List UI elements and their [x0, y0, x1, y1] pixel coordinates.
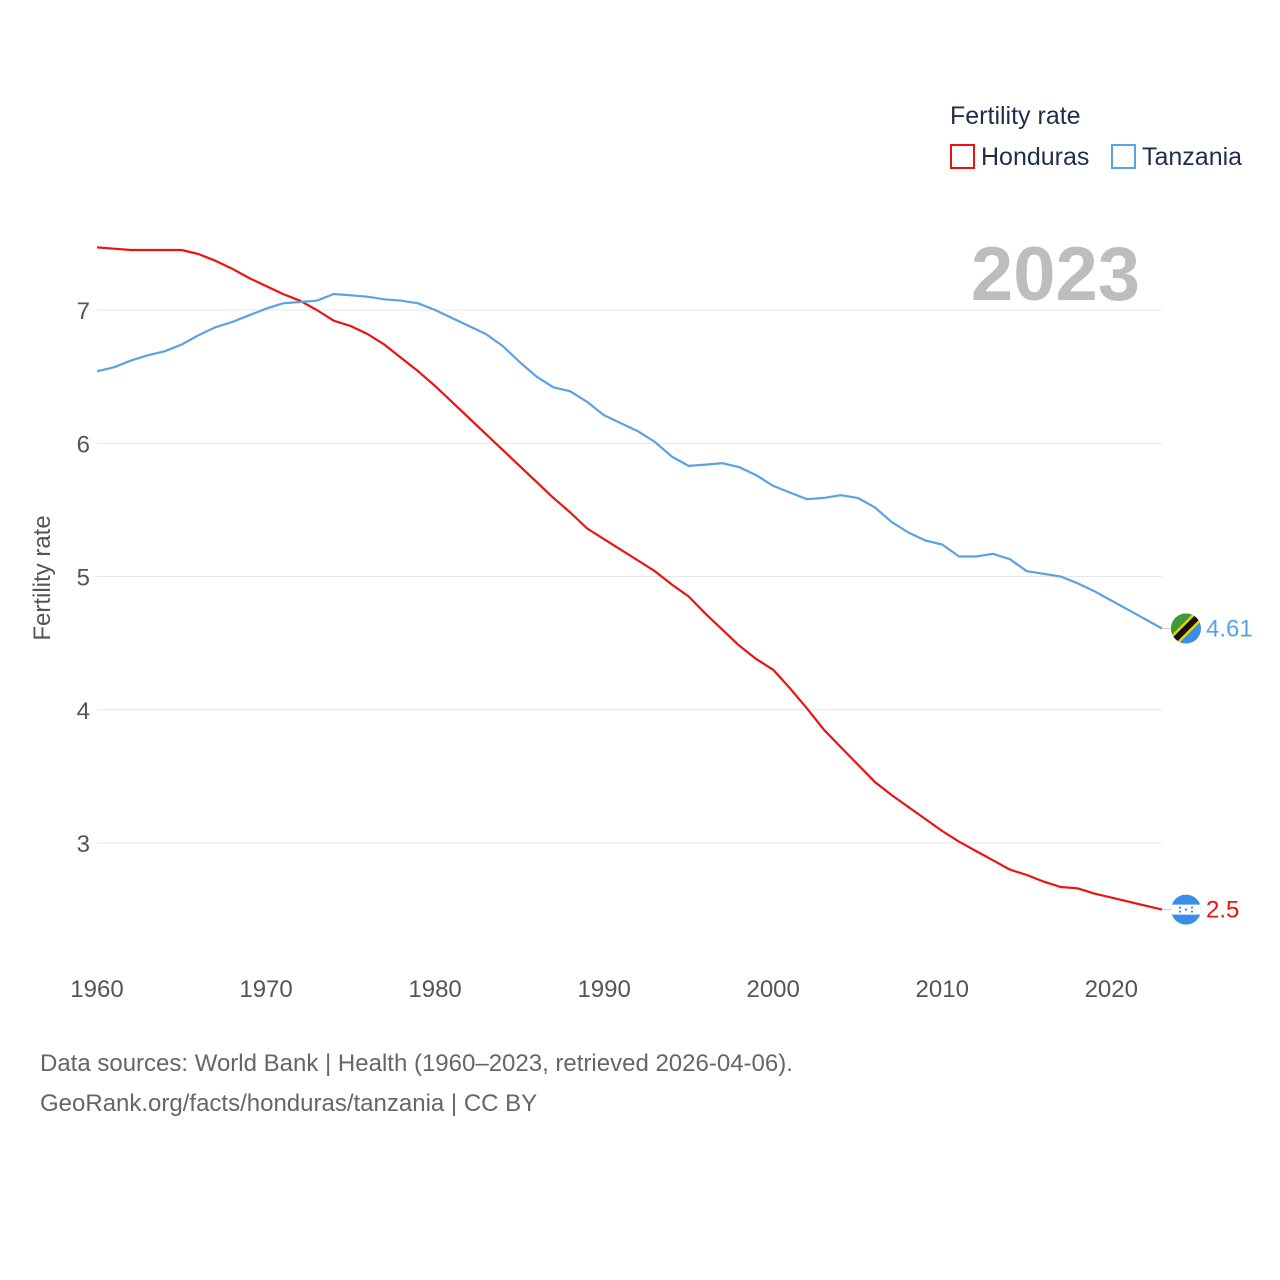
x-tick-label: 2000 — [746, 976, 799, 1003]
fertility-line-chart: 3 4 5 6 7 1960 1970 1980 1990 2000 2010 2020 Ferti… — [29, 102, 1253, 1003]
series-line-tanzania[interactable] — [96, 292, 1163, 630]
y-tick-label: 4 — [77, 698, 90, 725]
x-tick-label: 2020 — [1085, 976, 1138, 1003]
x-tick-label: 1990 — [577, 976, 630, 1003]
honduras-end-value: 2.5 — [1206, 897, 1239, 924]
y-tick-label: 7 — [77, 298, 90, 325]
legend-label-tanzania[interactable]: Tanzania — [1142, 143, 1242, 171]
legend-label-honduras[interactable]: Honduras — [981, 143, 1089, 171]
grid — [97, 309, 1162, 844]
x-tick-label: 1960 — [70, 976, 123, 1003]
y-axis-ticks: 3 4 5 6 7 — [77, 298, 90, 858]
legend-swatch-honduras[interactable] — [950, 144, 975, 169]
legend-title: Fertility rate — [950, 102, 1081, 130]
y-tick-label: 6 — [77, 431, 90, 458]
legend: Fertility rate Honduras Tanzania — [950, 102, 1242, 171]
source-link[interactable]: GeoRank.org/facts/honduras/tanzania | CC… — [40, 1090, 538, 1117]
y-axis-title: Fertility rate — [29, 515, 56, 640]
tanzania-flag-icon — [1171, 613, 1201, 644]
x-tick-label: 1970 — [239, 976, 292, 1003]
legend-swatch-tanzania[interactable] — [1111, 144, 1136, 169]
y-tick-label: 5 — [77, 565, 90, 592]
tanzania-end-value: 4.61 — [1206, 615, 1253, 642]
series-line-honduras[interactable] — [96, 246, 1163, 911]
data-sources-note: Data sources: World Bank | Health (1960–… — [40, 1050, 793, 1077]
footer: Data sources: World Bank | Health (1960–… — [40, 1044, 793, 1124]
honduras-flag-icon — [1171, 894, 1201, 925]
series-lines — [96, 246, 1186, 911]
x-tick-label: 2010 — [916, 976, 969, 1003]
x-axis-ticks: 1960 1970 1980 1990 2000 2010 2020 — [70, 976, 1138, 1003]
x-tick-label: 1980 — [408, 976, 461, 1003]
year-label: 2023 — [971, 232, 1140, 317]
y-tick-label: 3 — [77, 831, 90, 858]
